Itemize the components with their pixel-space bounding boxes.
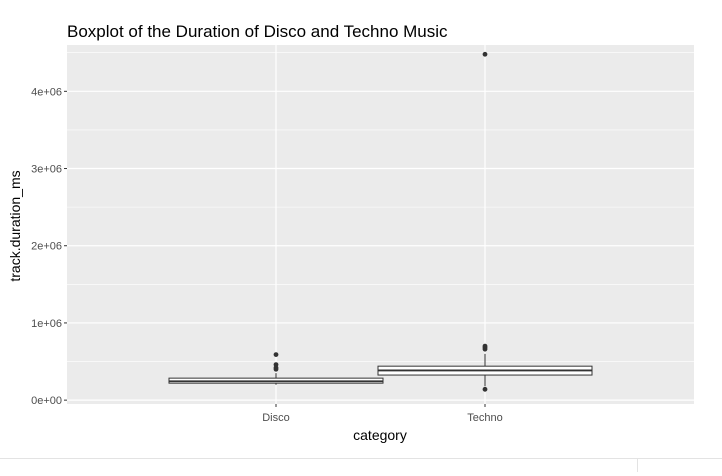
outlier-point-techno bbox=[482, 51, 488, 57]
y-tick-label: 1e+06 bbox=[31, 318, 62, 330]
grid-layer bbox=[67, 45, 694, 404]
y-tick-label: 0e+00 bbox=[31, 395, 62, 407]
y-axis-title: track.duration_ms bbox=[7, 170, 23, 281]
chart-title: Boxplot of the Duration of Disco and Tec… bbox=[67, 22, 448, 41]
x-tick-label: Techno bbox=[467, 412, 502, 424]
status-bar-divider bbox=[637, 459, 638, 472]
outlier-point-techno bbox=[482, 386, 488, 392]
x-axis-title: category bbox=[353, 427, 407, 443]
outlier-point-disco bbox=[273, 362, 279, 368]
x-tick-label: Disco bbox=[262, 412, 290, 424]
axis-layer: 0e+00 1e+06 2e+06 3e+06 4e+06 Disco Techno bbox=[31, 86, 503, 424]
outlier-point-disco bbox=[273, 352, 279, 357]
y-tick-label: 3e+06 bbox=[31, 164, 62, 176]
plot-panel bbox=[67, 45, 694, 404]
box-layer bbox=[168, 51, 593, 392]
outlier-point-techno bbox=[482, 343, 488, 349]
status-bar bbox=[0, 458, 722, 472]
y-tick-label: 2e+06 bbox=[31, 241, 62, 253]
y-tick-label: 4e+06 bbox=[31, 86, 62, 98]
